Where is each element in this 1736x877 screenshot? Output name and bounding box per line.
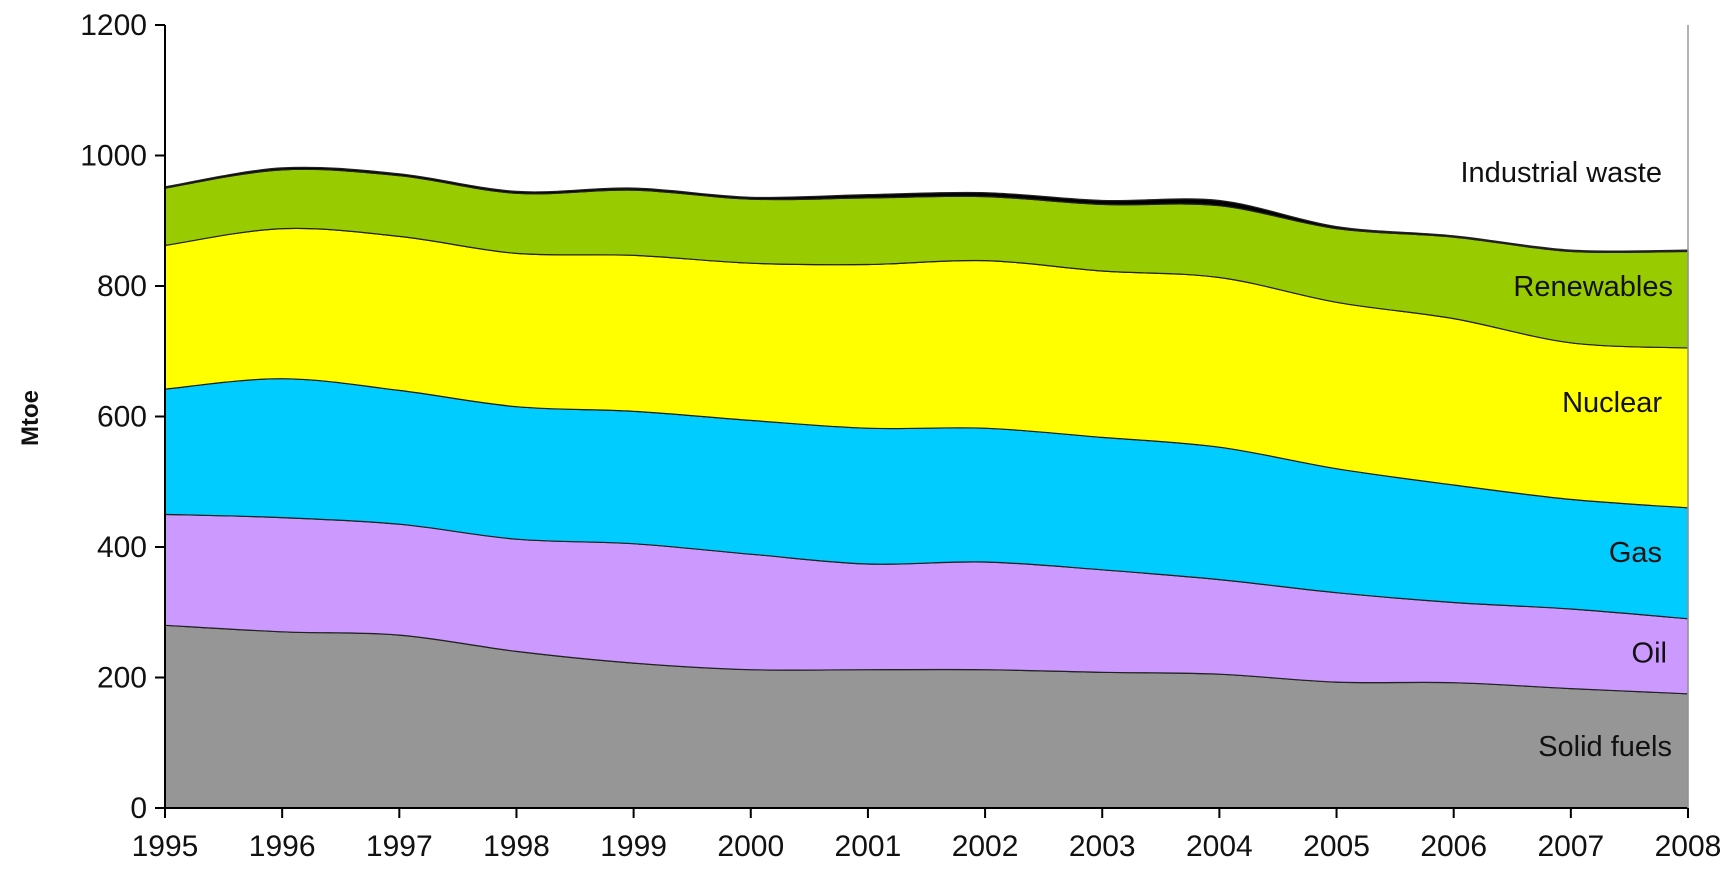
x-tick-label: 2006 xyxy=(1420,830,1487,863)
x-tick-label: 2004 xyxy=(1186,830,1253,863)
series-label-gas: Gas xyxy=(1609,537,1662,569)
y-tick-labels: 0 200 400 600 800 1000 1200 xyxy=(80,9,147,825)
chart-areas xyxy=(164,166,1689,809)
x-tick-label: 2002 xyxy=(952,830,1019,863)
y-tick-label: 1200 xyxy=(80,9,147,42)
x-tick-label: 1998 xyxy=(483,830,550,863)
x-tick-label: 2008 xyxy=(1655,830,1722,863)
x-tick-labels: 1995 1996 1997 1998 1999 2000 2001 2002 2003 2004… xyxy=(132,830,1722,863)
y-axis-title: Mtoe xyxy=(17,390,44,446)
x-tick-label: 2003 xyxy=(1069,830,1136,863)
x-tick-label: 2007 xyxy=(1537,830,1604,863)
series-label-oil: Oil xyxy=(1632,638,1667,670)
x-tick-label: 1997 xyxy=(366,830,433,863)
x-tick-label: 1999 xyxy=(600,830,667,863)
series-label-renewables: Renewables xyxy=(1513,271,1673,303)
y-tick-label: 400 xyxy=(97,531,147,564)
x-tick-label: 2001 xyxy=(835,830,902,863)
series-label-industrial-waste: Industrial waste xyxy=(1461,157,1663,189)
chart-axes xyxy=(155,24,1689,818)
y-tick-label: 800 xyxy=(97,270,147,303)
series-label-nuclear: Nuclear xyxy=(1562,387,1662,419)
x-tick-label: 1995 xyxy=(132,830,199,863)
series-label-solid-fuels: Solid fuels xyxy=(1538,731,1672,763)
y-tick-label: 0 xyxy=(130,792,147,825)
series-labels: Solid fuels Oil Gas Nuclear Renewables Indust… xyxy=(1461,157,1674,763)
x-tick-label: 2005 xyxy=(1303,830,1370,863)
x-tick-label: 2000 xyxy=(717,830,784,863)
y-tick-label: 600 xyxy=(97,401,147,434)
y-tick-label: 200 xyxy=(97,662,147,695)
x-tick-label: 1996 xyxy=(249,830,316,863)
y-tick-label: 1000 xyxy=(80,140,147,173)
